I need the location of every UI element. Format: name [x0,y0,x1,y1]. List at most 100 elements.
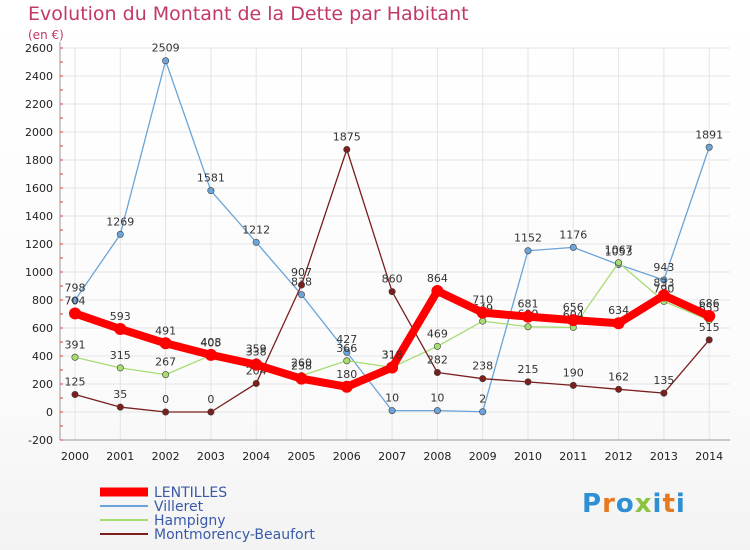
data-label: 1067 [605,244,633,257]
data-label: 798 [65,281,86,294]
x-tick-label: 2004 [242,450,270,463]
data-point [524,247,532,255]
y-tick-label: 400 [32,350,53,363]
data-point [162,371,170,379]
data-point [522,310,534,323]
data-point [71,390,79,398]
data-label: 10 [385,392,399,405]
data-label: 1176 [559,228,587,241]
data-label: 282 [427,354,448,367]
data-point [569,381,577,389]
logo-letter: i [652,489,663,519]
y-tick-label: 800 [32,294,53,307]
x-tick-label: 2010 [514,450,542,463]
data-label: 267 [155,356,176,369]
data-label: 260 [291,357,312,370]
logo-letter: x [634,489,653,519]
y-tick-label: 200 [32,378,53,391]
y-tick-label: 2000 [25,126,53,139]
y-tick-label: 1000 [25,266,53,279]
chart-subtitle: (en €) [28,28,64,42]
data-label: 1053 [605,246,633,259]
data-label: 864 [427,272,448,285]
data-point [71,296,79,304]
data-label: 1581 [197,172,225,185]
data-label: 427 [336,333,357,346]
data-point [116,364,124,372]
data-point [204,348,217,361]
logo-letter: P [582,489,603,519]
y-tick-label: 0 [46,406,53,419]
data-point [295,372,308,385]
data-point [524,378,532,386]
data-label: 408 [200,336,221,349]
data-point [569,243,577,251]
data-label: 2509 [152,42,180,55]
logo-letter: o [615,489,635,519]
data-label: 790 [653,282,674,295]
data-point [207,408,215,416]
data-point [433,342,441,350]
data-point [71,353,79,361]
data-point [703,309,716,322]
logo-letter: t [662,489,676,519]
data-label: 0 [207,393,214,406]
data-label: 1269 [106,215,134,228]
data-label: 634 [608,304,629,317]
data-label: 215 [518,363,539,376]
data-point [250,358,263,371]
data-label: 162 [608,370,629,383]
data-label: 833 [653,276,674,289]
data-label: 907 [291,266,312,279]
data-point [252,379,260,387]
data-label: 238 [472,360,493,373]
x-tick-label: 2012 [605,450,633,463]
x-tick-label: 2001 [106,450,134,463]
legend-label: Hampigny [154,513,226,529]
data-point [431,285,444,298]
data-point [343,357,351,365]
x-tick-label: 2003 [197,450,225,463]
data-label: 2 [479,393,486,406]
x-tick-label: 2008 [423,450,451,463]
y-tick-label: 1800 [25,154,53,167]
y-tick-label: 1600 [25,182,53,195]
data-label: 656 [563,301,584,314]
data-point [476,306,489,319]
y-tick-label: 1400 [25,210,53,223]
data-point [386,361,399,374]
data-label: 681 [518,298,539,311]
data-point [567,314,580,327]
data-point [388,407,396,415]
x-tick-label: 2007 [378,450,406,463]
x-tick-label: 2006 [333,450,361,463]
data-point [479,408,487,416]
data-label: 190 [563,366,584,379]
data-point [524,323,532,331]
data-label: 366 [336,342,357,355]
x-tick-label: 2009 [469,450,497,463]
logo-letter: i [675,489,686,519]
data-label: 1212 [242,223,270,236]
y-tick-label: -200 [28,434,53,447]
data-point [343,146,351,154]
data-label: 10 [430,392,444,405]
chart-title: Evolution du Montant de la Dette par Hab… [28,3,469,25]
data-point [207,187,215,195]
data-label: 0 [162,393,169,406]
x-tick-label: 2014 [695,450,723,463]
data-point [116,403,124,411]
data-label: 315 [110,349,131,362]
y-tick-label: 2400 [25,70,53,83]
data-point [433,407,441,415]
data-point [297,281,305,289]
data-label: 35 [113,388,127,401]
data-point [615,259,623,267]
data-label: 1152 [514,232,542,245]
data-point [252,238,260,246]
data-label: 135 [653,374,674,387]
data-point [69,307,81,320]
data-point [162,57,170,65]
